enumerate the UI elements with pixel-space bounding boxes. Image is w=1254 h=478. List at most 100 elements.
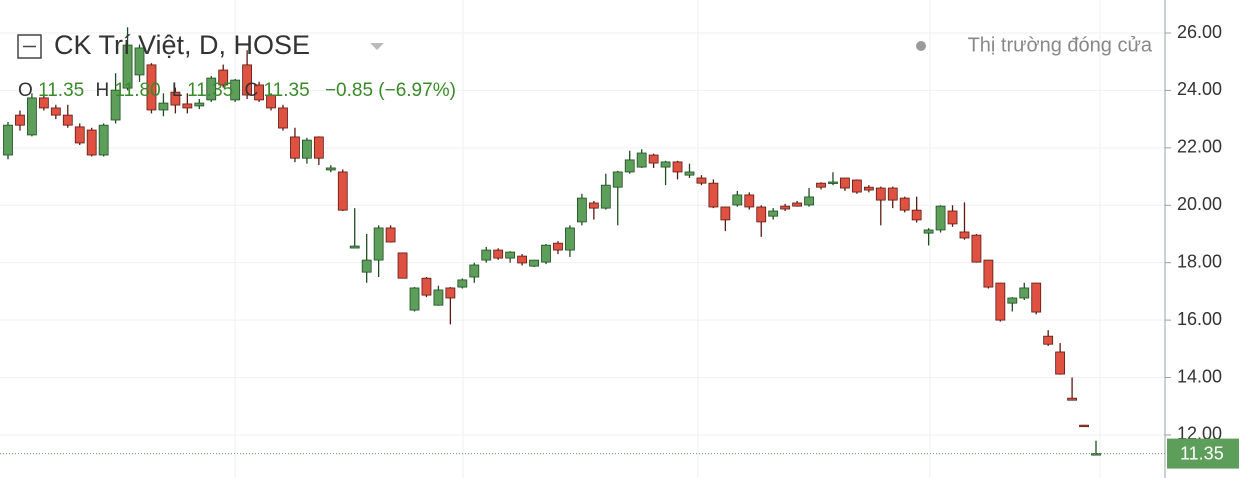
vertical-grid xyxy=(234,0,1101,478)
candle-body xyxy=(3,124,13,156)
legend-value: 11.35 xyxy=(187,80,233,101)
candle-body xyxy=(373,227,384,261)
legend-label: C xyxy=(245,80,259,101)
candle-body xyxy=(206,77,217,101)
candle-body xyxy=(134,47,145,76)
y-tick-label: 26.00 xyxy=(1177,22,1222,42)
candle-body xyxy=(863,186,874,191)
collapse-icon[interactable] xyxy=(17,34,42,59)
candle-body xyxy=(469,264,480,278)
candle-body xyxy=(50,107,61,116)
y-tick-label: 22.00 xyxy=(1177,137,1222,157)
market-status: Thị trường đóng cửa xyxy=(968,34,1153,56)
candle-body xyxy=(517,255,528,264)
legend-label: O xyxy=(18,80,33,101)
candle-body xyxy=(505,251,516,259)
candle-body xyxy=(1067,397,1077,401)
last-price-label: 11.35 xyxy=(1180,443,1224,463)
legend-change: −0.85 (−6.97%) xyxy=(325,80,456,101)
candle-body xyxy=(636,152,647,168)
candle-body xyxy=(349,245,360,249)
candle-body xyxy=(971,234,982,263)
candle-body xyxy=(541,244,551,263)
candle-body xyxy=(899,197,910,211)
candle-body xyxy=(433,289,444,306)
candle-body xyxy=(600,184,611,209)
candle-body xyxy=(529,259,539,267)
candle-body xyxy=(1055,351,1066,375)
candle-body xyxy=(744,194,755,208)
candle-body xyxy=(481,249,492,261)
candle-body xyxy=(74,126,85,144)
candle-body xyxy=(493,249,504,259)
dropdown-icon[interactable] xyxy=(370,43,384,50)
candle-body xyxy=(457,279,468,288)
candle-body xyxy=(170,91,181,106)
candle-body xyxy=(15,114,25,126)
candle-body xyxy=(983,259,994,288)
candle-body xyxy=(851,179,862,193)
candle-body xyxy=(325,167,336,171)
candle-body xyxy=(122,44,133,89)
candle-body xyxy=(672,161,683,173)
candle-body xyxy=(756,206,767,223)
legend-value: 11.35 xyxy=(264,80,310,101)
candle-body xyxy=(110,89,121,121)
candle-body xyxy=(445,287,456,299)
candle-body xyxy=(385,227,396,243)
candle-body xyxy=(230,79,241,101)
candle-body xyxy=(313,136,324,159)
candle-body xyxy=(337,171,348,211)
candle-body xyxy=(242,64,253,96)
legend-label: L xyxy=(172,80,182,101)
candle-body xyxy=(840,177,850,189)
candle-body xyxy=(648,154,659,164)
candle-body xyxy=(660,161,671,168)
candle-body xyxy=(194,102,205,107)
header: CK Trí Việt, D, HOSE Thị trường đóng cửa… xyxy=(17,30,1153,101)
candle-body xyxy=(1007,297,1018,304)
legend-value: 11.80 xyxy=(115,80,161,101)
candle-body xyxy=(1043,335,1054,345)
candle-body xyxy=(720,206,731,221)
candle-body xyxy=(397,252,408,279)
candle-body xyxy=(911,209,922,221)
candle-body xyxy=(816,182,826,188)
candle-body xyxy=(875,187,886,201)
candle-body xyxy=(182,103,193,109)
candle-body xyxy=(947,210,958,225)
candle-body xyxy=(1031,282,1042,313)
candle-body xyxy=(887,187,898,201)
candle-body xyxy=(218,69,229,86)
y-tick-label: 24.00 xyxy=(1177,79,1222,99)
status-dot xyxy=(916,41,926,51)
candle-body xyxy=(1019,287,1030,299)
candle-body xyxy=(995,282,1006,321)
candle-body xyxy=(409,287,420,311)
y-tick-label: 14.00 xyxy=(1177,366,1222,386)
candle-body xyxy=(612,171,623,188)
legend-label: H xyxy=(95,80,109,101)
candle-body xyxy=(684,171,695,176)
candle-body xyxy=(768,210,779,217)
candle-body xyxy=(254,84,264,101)
horizontal-grid xyxy=(0,32,1165,436)
candle-body xyxy=(1079,424,1089,428)
candle-body xyxy=(266,94,276,109)
candle-body xyxy=(553,242,563,251)
y-tick-label: 18.00 xyxy=(1177,251,1222,271)
candle-body xyxy=(732,194,743,206)
candle-body xyxy=(361,259,372,273)
chart-title: CK Trí Việt, D, HOSE xyxy=(54,30,310,60)
candle-body xyxy=(86,129,97,156)
candle-body xyxy=(146,64,157,111)
last-price: 11.35 xyxy=(0,438,1239,469)
candle-body xyxy=(302,139,312,159)
candle-body xyxy=(278,107,288,129)
candle-body xyxy=(62,114,73,126)
candle-body xyxy=(708,182,719,208)
candle-body xyxy=(804,196,814,206)
candle-body xyxy=(792,202,802,207)
